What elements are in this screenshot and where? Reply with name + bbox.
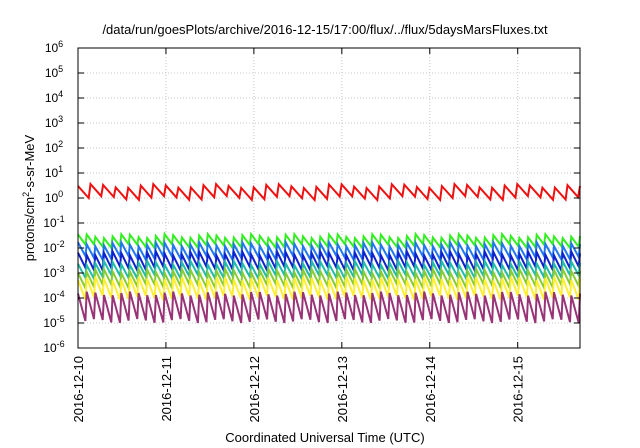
y-tick-label-base: 10 [45,141,59,155]
y-tick-label: 105 [45,64,63,80]
y-tick-label-base: 10 [43,266,57,280]
y-tick-label: 10-2 [43,239,64,255]
y-tick-label-exp: -3 [57,264,65,274]
y-tick-label: 101 [45,164,63,180]
y-tick-label-base: 10 [43,341,57,355]
x-axis-ticks: 2016-12-10 2016-12-11 2016-12-12 2016-12-13… [71,48,526,423]
series-line [77,247,581,275]
y-tick-label-exp: -2 [57,239,65,249]
x-axis-label: Coordinated Universal Time (UTC) [225,430,424,445]
series-line [77,291,581,324]
series-line [77,238,581,264]
y-axis-label: protons/cm2-s-sr-MeV [21,134,37,261]
y-tick-label-base: 10 [43,316,57,330]
y-tick-label: 10-5 [43,314,64,330]
y-tick-label-base: 10 [45,116,59,130]
y-axis-ticks: 10-610-510-410-310-210-11001011021031041… [43,39,580,355]
y-tick-label-exp: -1 [57,214,65,224]
y-axis-label-main: protons/cm [22,197,37,261]
y-tick-label: 102 [45,139,63,155]
y-tick-label-base: 10 [45,191,59,205]
y-tick-label: 104 [45,89,63,105]
x-tick-label: 2016-12-11 [159,356,174,422]
y-tick-label-exp: 2 [58,139,63,149]
y-tick-label: 10-6 [43,339,64,355]
y-tick-label-base: 10 [43,241,57,255]
y-tick-label-exp: 4 [58,89,63,99]
y-tick-label-base: 10 [43,216,57,230]
y-tick-label-exp: -5 [57,314,65,324]
y-tick-label-base: 10 [45,66,59,80]
y-tick-label-base: 10 [45,91,59,105]
y-tick-label-exp: -4 [57,289,65,299]
series-group [77,181,581,324]
y-tick-label: 106 [45,39,63,55]
y-tick-label-exp: 5 [58,64,63,74]
x-tick-label: 2016-12-12 [247,356,262,423]
y-tick-label-exp: 3 [58,114,63,124]
y-tick-label-exp: 1 [58,164,63,174]
y-tick-label-exp: 0 [58,189,63,199]
y-axis-label-sup: 2 [21,192,31,197]
x-tick-label: 2016-12-14 [423,356,438,423]
y-tick-label: 10-4 [43,289,64,305]
y-tick-label-exp: 6 [58,39,63,49]
series-line [77,181,581,203]
y-tick-label: 10-1 [43,214,64,230]
y-tick-label: 10-3 [43,264,64,280]
y-tick-label: 103 [45,114,63,130]
y-tick-label-exp: -6 [57,339,65,349]
x-tick-label: 2016-12-10 [71,356,86,423]
y-axis-label-rest: -s-sr-MeV [22,134,37,191]
x-tick-label: 2016-12-15 [511,356,526,423]
y-tick-label-base: 10 [43,291,57,305]
y-tick-label-base: 10 [45,41,59,55]
chart-title: /data/run/goesPlots/archive/2016-12-15/1… [102,22,548,37]
x-tick-label: 2016-12-13 [335,356,350,423]
y-tick-label: 100 [45,189,63,205]
y-tick-label-base: 10 [45,166,59,180]
